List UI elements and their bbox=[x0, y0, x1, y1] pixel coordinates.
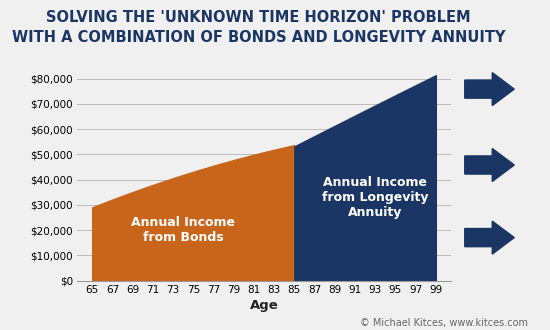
Text: Annual Income
from Bonds: Annual Income from Bonds bbox=[131, 216, 235, 244]
Text: SOLVING THE 'UNKNOWN TIME HORIZON' PROBLEM
WITH A COMBINATION OF BONDS AND LONGE: SOLVING THE 'UNKNOWN TIME HORIZON' PROBL… bbox=[12, 10, 505, 45]
X-axis label: Age: Age bbox=[250, 299, 278, 312]
Text: Annual Income
from Longevity
Annuity: Annual Income from Longevity Annuity bbox=[322, 176, 428, 219]
Text: © Michael Kitces, www.kitces.com: © Michael Kitces, www.kitces.com bbox=[360, 318, 528, 328]
